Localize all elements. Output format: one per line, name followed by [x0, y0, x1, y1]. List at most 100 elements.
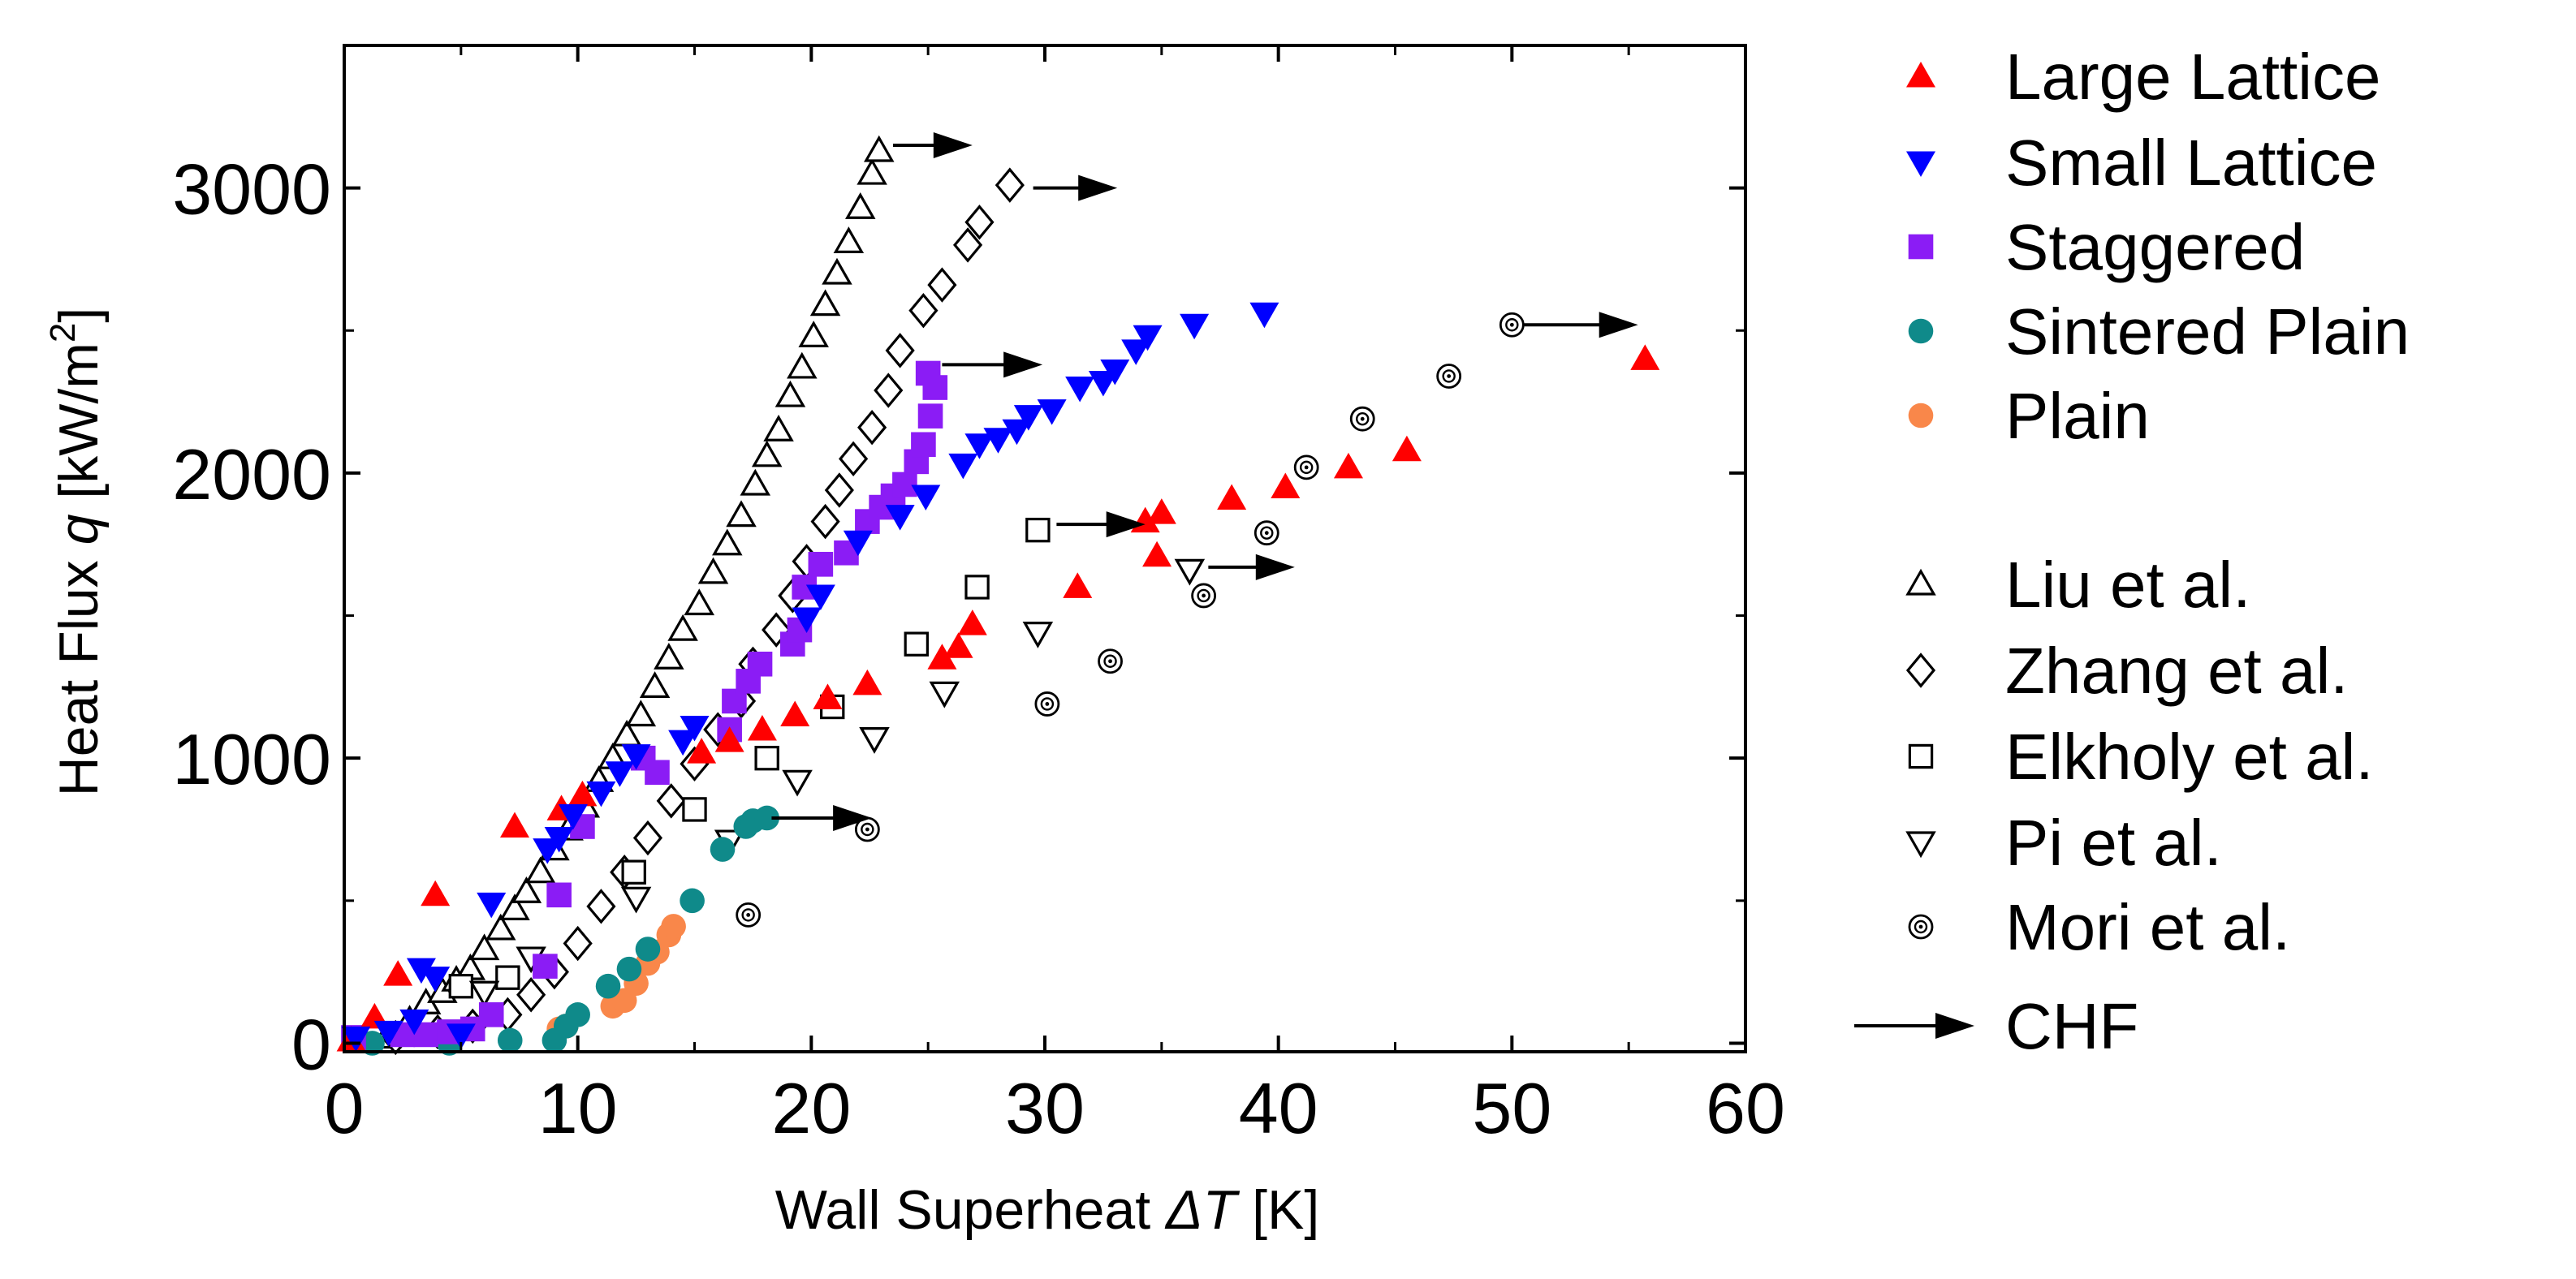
target-dot [1304, 465, 1309, 470]
data-point [844, 192, 876, 219]
x-tick-label: 30 [1005, 1068, 1085, 1148]
arrow-head [1003, 351, 1043, 378]
data-point [798, 321, 829, 347]
series-plain [546, 914, 686, 1042]
data-point [952, 227, 983, 263]
chf-arrow [1056, 511, 1146, 538]
target-dot [1264, 531, 1269, 536]
data-point [1065, 377, 1095, 403]
legend-label: Zhang et al. [2005, 635, 2349, 707]
chf-arrow [1208, 553, 1295, 580]
legend-marker [1908, 318, 1934, 344]
data-point [1022, 622, 1054, 648]
data-point [1333, 452, 1363, 479]
data-point [586, 781, 616, 807]
data-point [533, 954, 558, 979]
data-point [668, 730, 698, 756]
data-point [1146, 498, 1176, 524]
data-point [1349, 406, 1375, 432]
data-point [680, 888, 705, 914]
data-point [497, 1027, 523, 1053]
legend-marker [1906, 62, 1935, 88]
legend-label: Large Lattice [2005, 41, 2381, 113]
data-point [813, 683, 843, 709]
legend-marker [1905, 831, 1936, 859]
data-point [809, 289, 841, 317]
data-point [943, 632, 973, 658]
data-point [751, 440, 783, 467]
legend-item: Elkholy et al. [1908, 721, 2374, 793]
data-point [687, 738, 717, 764]
data-point [621, 859, 646, 885]
data-point [917, 403, 943, 428]
chf-arrow [771, 804, 873, 831]
data-point [360, 1031, 385, 1056]
data-point [822, 257, 852, 285]
data-point [839, 441, 869, 477]
data-point [1142, 540, 1172, 567]
legend-marker [1908, 403, 1934, 428]
legend-item: Liu et al. [1905, 549, 2250, 621]
data-point [680, 716, 710, 742]
data-point [654, 643, 684, 670]
data-point [852, 669, 882, 695]
data-point [1098, 648, 1123, 674]
legend-label: Staggered [2005, 211, 2305, 283]
data-point [964, 205, 995, 240]
chf-arrow [1033, 174, 1118, 201]
data-point [863, 135, 895, 162]
data-point [468, 933, 500, 961]
data-point [780, 700, 810, 726]
data-point [682, 797, 707, 822]
x-tick-label: 0 [325, 1068, 365, 1148]
legend-marker [1905, 568, 1936, 596]
x-axis-label: Wall Superheat ΔT [K] [775, 1179, 1320, 1241]
data-point [892, 472, 917, 497]
data-point [697, 557, 729, 584]
x-tick-label: 20 [771, 1068, 851, 1148]
arrow-head [1255, 553, 1295, 580]
legend-item: Large Lattice [1906, 41, 2381, 113]
data-point [792, 607, 822, 634]
target-inner [1260, 526, 1274, 540]
data-point [448, 974, 474, 999]
plot-marks [336, 131, 1660, 1056]
data-point [808, 552, 834, 577]
legend-chf-arrow [1854, 1013, 1974, 1039]
data-point [478, 1002, 504, 1027]
target-dot [1918, 924, 1923, 929]
data-point [747, 651, 773, 677]
legend-label: Liu et al. [2005, 549, 2250, 621]
target-inner [1040, 697, 1055, 711]
data-point [499, 812, 529, 838]
legend-label: Pi et al. [2005, 807, 2222, 879]
data-point [468, 980, 500, 1008]
data-point [957, 609, 987, 635]
chf-arrow [1523, 312, 1638, 338]
data-point [763, 414, 794, 441]
legend-marker [1906, 151, 1935, 177]
target-inner [741, 908, 755, 922]
data-point [859, 726, 890, 754]
data-point [833, 226, 865, 253]
data-point [911, 484, 941, 511]
legend-label: Plain [2005, 380, 2150, 452]
data-point [1630, 344, 1660, 370]
data-point [1191, 583, 1217, 609]
data-point [964, 433, 995, 459]
legend-marker [1908, 914, 1934, 940]
data-point [775, 380, 806, 407]
data-point [1180, 313, 1210, 340]
data-point [964, 575, 990, 600]
data-point [373, 1020, 403, 1047]
data-point [499, 894, 530, 920]
data-point [524, 856, 556, 884]
legend-label: Elkholy et al. [2005, 721, 2374, 793]
data-point [406, 958, 436, 984]
arrow-head [1078, 174, 1118, 201]
data-point [1436, 364, 1462, 389]
data-point [495, 965, 520, 990]
data-point [810, 503, 840, 540]
chf-arrow [893, 131, 973, 158]
data-point [929, 681, 960, 708]
